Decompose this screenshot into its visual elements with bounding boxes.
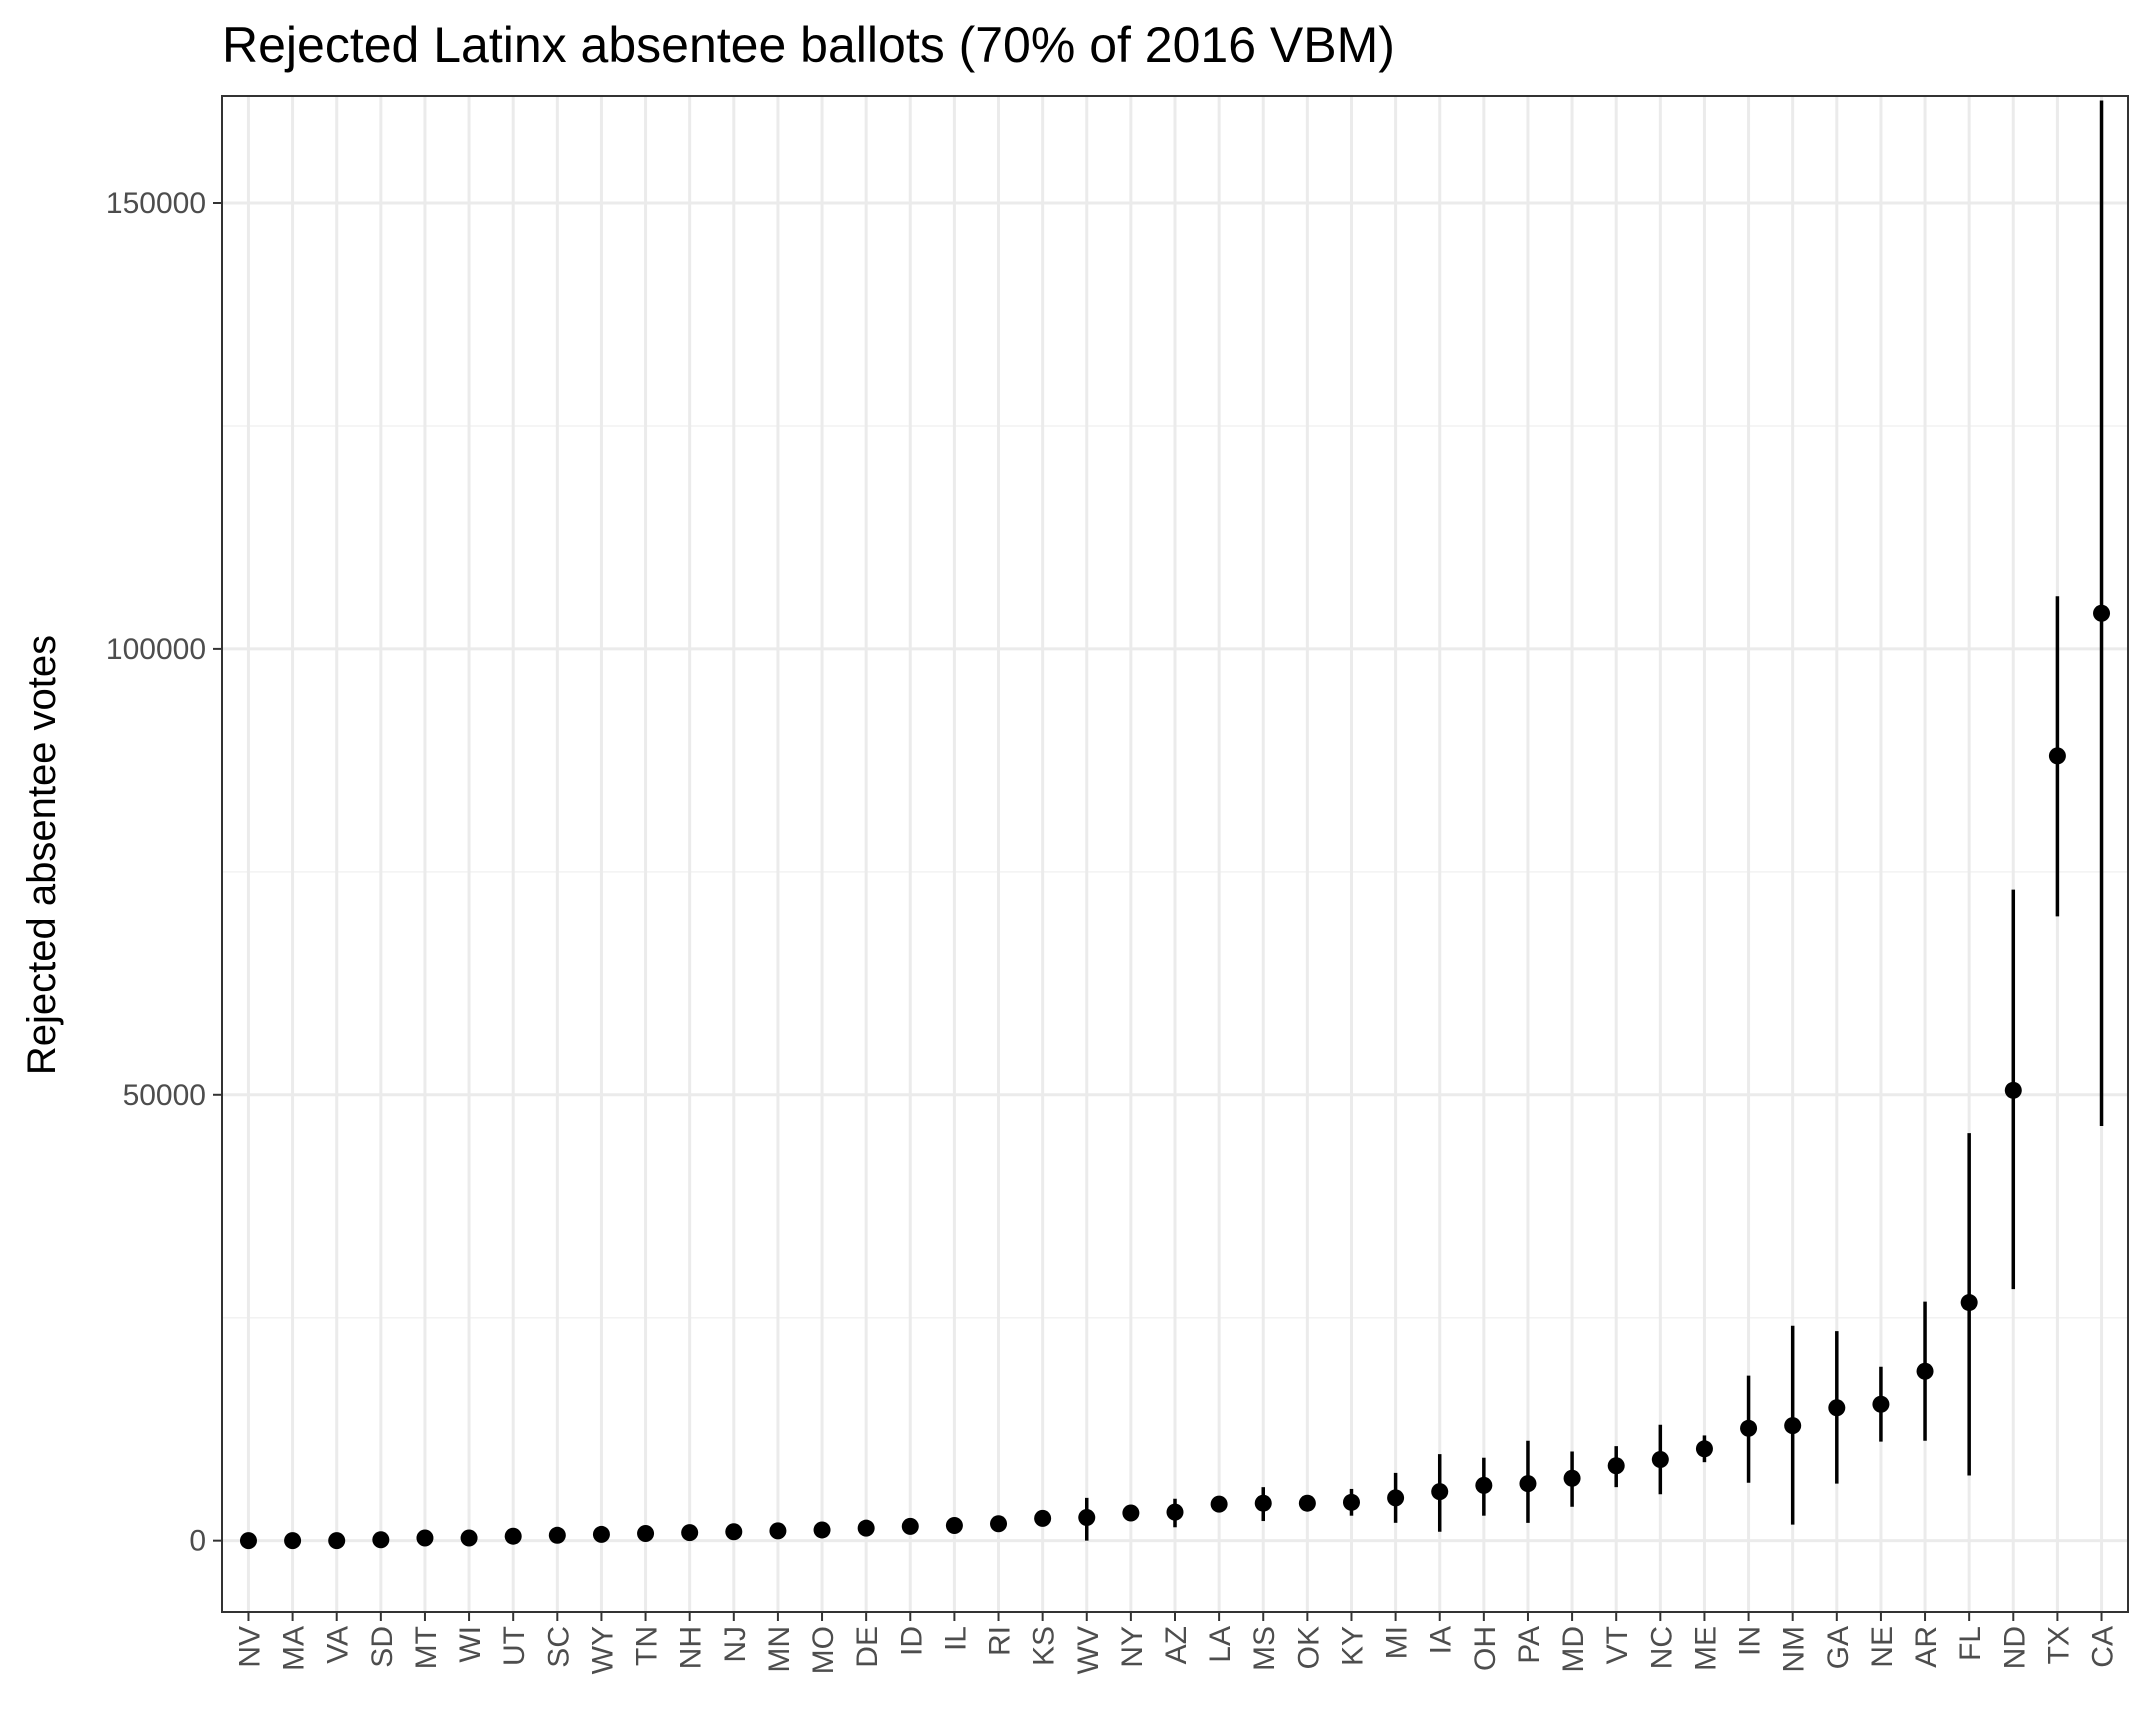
point-in — [1740, 1419, 1758, 1437]
point-ks — [1034, 1509, 1052, 1527]
y-tick-label: 150000 — [106, 187, 206, 220]
point-vt — [1607, 1457, 1625, 1475]
x-tick-label-ar: AR — [1910, 1626, 1943, 1668]
x-tick-label-va: VA — [322, 1626, 355, 1664]
x-tick-label-ne: NE — [1866, 1626, 1899, 1668]
point-nc — [1651, 1451, 1669, 1469]
x-tick-label-in: IN — [1734, 1626, 1767, 1656]
x-tick-label-ms: MS — [1248, 1626, 1281, 1671]
point-md — [1563, 1469, 1581, 1487]
x-tick-label-ia: IA — [1425, 1626, 1458, 1654]
x-tick-label-mn: MN — [763, 1626, 796, 1673]
x-tick-label-nj: NJ — [719, 1626, 752, 1663]
x-tick-label-wi: WI — [454, 1626, 487, 1663]
y-axis-label: Rejected absentee votes — [20, 635, 64, 1075]
point-tx — [2048, 747, 2066, 765]
point-va — [328, 1532, 346, 1550]
point-la — [1210, 1495, 1228, 1513]
point-mo — [813, 1521, 831, 1539]
x-tick-label-ut: UT — [498, 1626, 531, 1666]
point-ny — [1122, 1504, 1140, 1522]
x-tick-label-la: LA — [1204, 1626, 1237, 1663]
point-nm — [1784, 1417, 1802, 1435]
x-tick-label-tx: TX — [2042, 1626, 2075, 1664]
x-tick-label-sc: SC — [542, 1626, 575, 1668]
x-tick-label-mi: MI — [1381, 1626, 1414, 1659]
point-pa — [1519, 1475, 1537, 1493]
x-tick-label-ky: KY — [1336, 1626, 1369, 1666]
point-ca — [2093, 604, 2111, 622]
x-tick-label-nh: NH — [675, 1626, 708, 1669]
point-wv — [1078, 1508, 1096, 1526]
point-mn — [769, 1522, 787, 1540]
x-tick-label-id: ID — [895, 1626, 928, 1656]
point-oh — [1475, 1476, 1493, 1494]
point-ga — [1828, 1399, 1846, 1417]
x-tick-label-il: IL — [939, 1626, 972, 1651]
x-tick-label-ma: MA — [278, 1626, 311, 1671]
point-sd — [372, 1531, 390, 1549]
x-tick-label-ri: RI — [984, 1626, 1017, 1656]
point-fl — [1960, 1294, 1978, 1312]
x-tick-label-ga: GA — [1822, 1626, 1855, 1669]
point-wy — [592, 1525, 610, 1543]
x-tick-label-mo: MO — [807, 1626, 840, 1674]
plot-area: 0 50000 100000 150000 NV MA VA SD MT WI UT SC WY TN NH… — [106, 95, 2129, 1674]
point-az — [1166, 1503, 1184, 1521]
point-wi — [460, 1529, 478, 1547]
point-ri — [990, 1515, 1008, 1533]
point-nd — [2004, 1081, 2022, 1099]
point-il — [945, 1516, 963, 1534]
point-sc — [548, 1526, 566, 1544]
x-tick-label-ny: NY — [1116, 1626, 1149, 1668]
point-nv — [239, 1532, 257, 1550]
x-tick-label-wv: WV — [1072, 1626, 1105, 1674]
x-tick-label-nm: NM — [1778, 1626, 1811, 1673]
x-tick-label-az: AZ — [1160, 1626, 1193, 1664]
x-tick-label-me: ME — [1689, 1626, 1722, 1671]
point-ut — [504, 1527, 522, 1545]
point-de — [857, 1519, 875, 1537]
x-tick-label-oh: OH — [1469, 1626, 1502, 1671]
x-tick-label-tn: TN — [631, 1626, 664, 1666]
point-ky — [1342, 1493, 1360, 1511]
point-ne — [1872, 1395, 1890, 1413]
point-mi — [1387, 1489, 1405, 1507]
point-mt — [416, 1529, 434, 1547]
point-ma — [284, 1532, 302, 1550]
x-tick-label-ok: OK — [1292, 1626, 1325, 1669]
point-nh — [681, 1524, 699, 1542]
x-tick-label-fl: FL — [1954, 1626, 1987, 1661]
x-tick-label-de: DE — [851, 1626, 884, 1668]
x-tick-label-ks: KS — [1028, 1626, 1061, 1666]
point-tn — [637, 1525, 655, 1543]
x-tick-label-nd: ND — [1998, 1626, 2031, 1669]
point-ms — [1254, 1494, 1272, 1512]
x-tick-label-mt: MT — [410, 1626, 443, 1669]
y-tick-label: 0 — [189, 1525, 206, 1558]
x-tick-label-nv: NV — [233, 1626, 266, 1668]
x-tick-label-sd: SD — [366, 1626, 399, 1668]
point-nj — [725, 1523, 743, 1541]
point-ok — [1298, 1494, 1316, 1512]
point-ia — [1431, 1483, 1449, 1501]
x-tick-label-nc: NC — [1645, 1626, 1678, 1669]
y-tick-label: 50000 — [123, 1079, 206, 1112]
x-tick-label-wy: WY — [586, 1626, 619, 1674]
point-ar — [1916, 1362, 1934, 1380]
point-me — [1695, 1440, 1713, 1458]
x-tick-label-pa: PA — [1513, 1626, 1546, 1664]
point-id — [901, 1517, 919, 1535]
x-tick-label-ca: CA — [2087, 1626, 2120, 1668]
y-tick-label: 100000 — [106, 633, 206, 666]
chart-title: Rejected Latinx absentee ballots (70% of… — [222, 17, 1395, 73]
x-tick-label-md: MD — [1557, 1626, 1590, 1673]
x-tick-label-vt: VT — [1601, 1626, 1634, 1664]
